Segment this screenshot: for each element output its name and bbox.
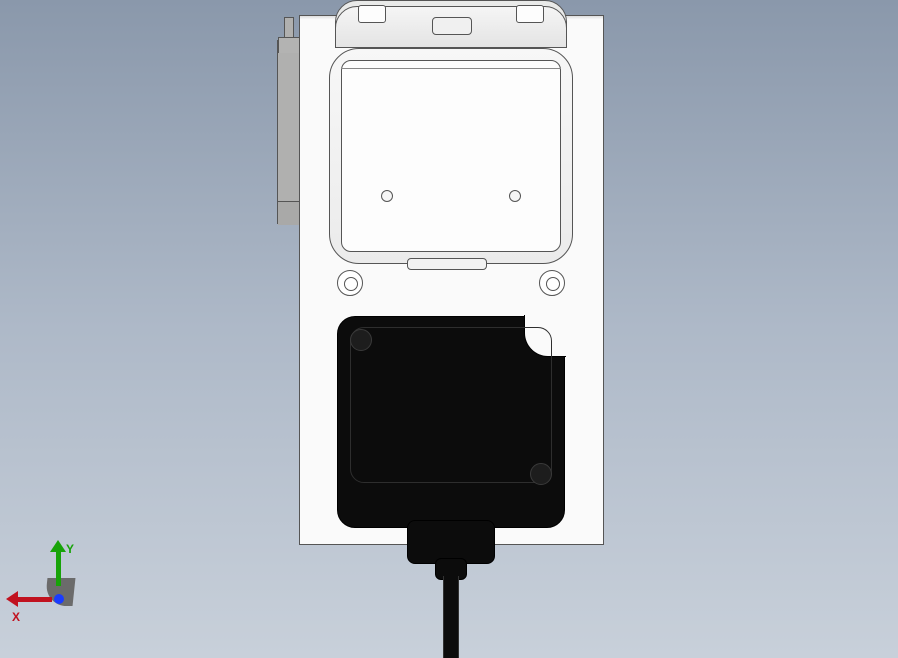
axis-y-label: Y (66, 542, 74, 556)
model-black-block-hole-br (530, 463, 552, 485)
axis-triad[interactable]: X Y (18, 526, 108, 616)
cad-viewport[interactable]: X Y (0, 0, 898, 658)
axis-y-arrow-icon (50, 540, 66, 552)
model-black-block-inner-outline (350, 327, 552, 483)
model-top-notch-left (358, 5, 386, 23)
model-upper-box-topline (341, 68, 561, 69)
axis-z (54, 594, 64, 604)
axis-x-label: X (12, 610, 20, 624)
model-cable (443, 576, 459, 658)
model-lower-black-block (337, 316, 565, 528)
model-black-block-hole-tl (350, 329, 372, 351)
axis-y (56, 550, 61, 586)
model-upper-box-inner (341, 60, 561, 252)
model-mounting-ring-left (337, 270, 363, 296)
model-top-bracket (335, 6, 567, 48)
model-mounting-ring-right (539, 270, 565, 296)
model-upper-box-bottom-tab (407, 258, 487, 270)
model-top-notch-right (516, 5, 544, 23)
axis-x (16, 597, 52, 602)
axis-x-arrow-icon (6, 591, 18, 607)
model-top-center-slot (432, 17, 472, 35)
model-upper-box-hole-right (509, 190, 521, 202)
cad-model[interactable] (277, 0, 621, 658)
model-upper-box-hole-left (381, 190, 393, 202)
